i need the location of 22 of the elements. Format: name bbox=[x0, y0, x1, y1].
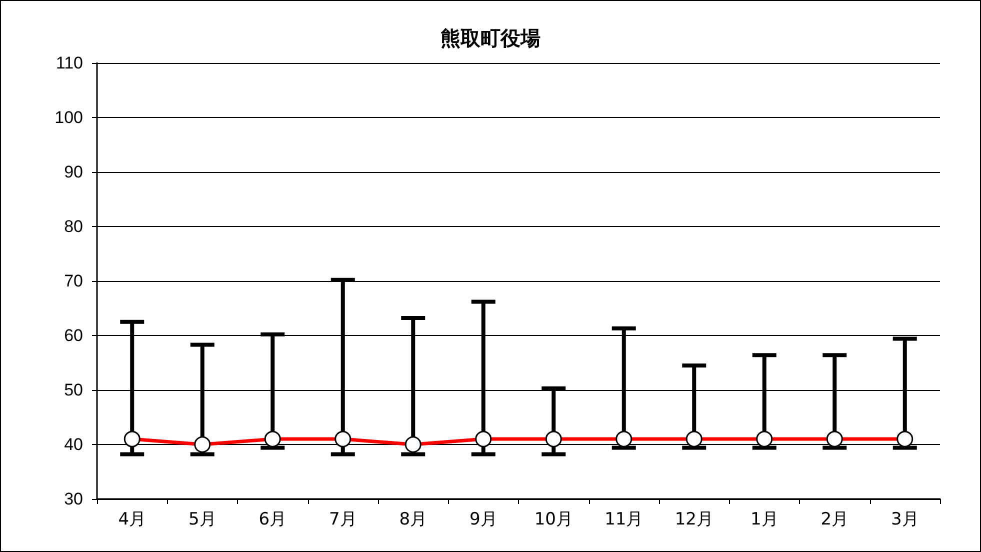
x-tick-label: 5月 bbox=[188, 510, 216, 530]
x-tick-label: 10月 bbox=[534, 510, 573, 530]
y-tick-label: 100 bbox=[54, 108, 83, 127]
x-tick-label: 9月 bbox=[469, 510, 498, 530]
x-tick-label: 8月 bbox=[399, 510, 428, 530]
y-tick-label: 40 bbox=[64, 435, 83, 454]
chart-title: 熊取町役場 bbox=[440, 26, 540, 50]
y-tick-label: 70 bbox=[64, 272, 83, 290]
x-tick-label: 7月 bbox=[328, 510, 357, 530]
x-tick-label: 1月 bbox=[750, 510, 778, 530]
x-tick-label: 3月 bbox=[890, 510, 919, 530]
y-tick-label: 30 bbox=[64, 490, 83, 508]
x-tick-label: 11月 bbox=[604, 510, 644, 530]
x-tick-label: 6月 bbox=[258, 510, 287, 530]
x-tick-label: 4月 bbox=[118, 510, 146, 530]
x-tick-label: 12月 bbox=[674, 510, 714, 530]
x-tick-label: 2月 bbox=[820, 510, 849, 530]
y-tick-label: 110 bbox=[56, 54, 83, 72]
y-tick-label: 80 bbox=[64, 217, 83, 236]
y-tick-label: 60 bbox=[64, 326, 83, 345]
y-tick-label: 50 bbox=[64, 380, 83, 400]
y-tick-label: 90 bbox=[64, 162, 83, 182]
